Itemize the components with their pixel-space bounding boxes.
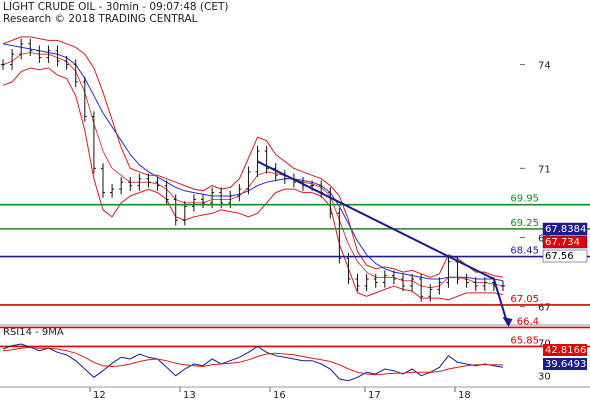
price-tick-label: 74 — [538, 61, 551, 72]
rsi-tag — [543, 358, 587, 370]
price-tag-label: 67.56 — [545, 251, 574, 262]
x-tick-label: 18 — [458, 390, 471, 400]
price-tag-label: 67.8384 — [545, 224, 586, 235]
price-tag-label: 67.734 — [545, 237, 580, 248]
level-label: 69.25 — [510, 218, 539, 229]
chart-subtitle: Research © 2018 TRADING CENTRAL — [3, 13, 198, 25]
level-label: 68.45 — [510, 246, 539, 257]
rsi-tick-label: 70 — [538, 338, 551, 349]
band-lower-line — [2, 67, 504, 301]
chart-title: LIGHT CRUDE OIL - 30min - 09:07:48 (CET) — [3, 1, 229, 13]
rsi-tag — [543, 344, 587, 356]
rsi-ma-line — [2, 346, 504, 376]
level-label: 65.85 — [510, 335, 539, 346]
projection-line — [492, 278, 509, 325]
ma-fast-line — [2, 52, 504, 289]
level-label: 66.4 — [517, 316, 539, 327]
price-tag — [542, 235, 588, 249]
rsi-line — [2, 343, 504, 382]
projection-arrow-icon — [502, 317, 513, 327]
price-tag — [542, 249, 588, 263]
x-tick-label: 17 — [368, 390, 381, 400]
rsi-tick-label: 30 — [538, 372, 551, 383]
level-label: 69.95 — [510, 194, 539, 205]
rsi-tag-label: 42.8166 — [545, 345, 586, 356]
rsi-tag-label: 39.6493 — [545, 359, 586, 370]
price-tick-label: 71 — [538, 164, 551, 175]
band-upper-line — [2, 36, 504, 278]
ma-slow-line — [2, 43, 504, 282]
x-tick-label: 16 — [273, 390, 286, 400]
trendline — [257, 160, 495, 280]
x-tick-label: 13 — [183, 390, 196, 400]
level-label: 67.05 — [510, 294, 539, 305]
price-tick-label: 67 — [538, 303, 551, 314]
rsi-panel-title: RSI14 - 9MA — [3, 327, 64, 338]
x-tick-label: 12 — [93, 390, 106, 400]
price-tag — [542, 222, 588, 236]
